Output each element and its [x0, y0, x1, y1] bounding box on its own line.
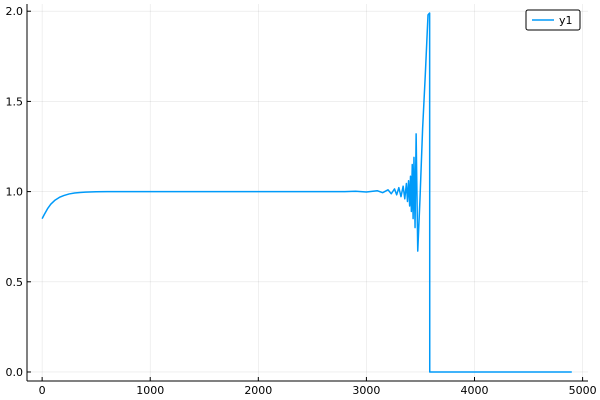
- y-tick-label: 1.5: [6, 95, 24, 108]
- x-tick-label: 3000: [352, 384, 380, 397]
- y-tick-label: 0.5: [6, 276, 24, 289]
- axes: [26, 4, 588, 382]
- y-tick-label: 0.0: [6, 366, 24, 379]
- legend: y1: [525, 9, 581, 31]
- x-tick-label: 1000: [136, 384, 164, 397]
- x-tick-label: 4000: [461, 384, 489, 397]
- legend-label-y1: y1: [559, 14, 573, 27]
- x-tick-label: 5000: [569, 384, 597, 397]
- grid: [27, 4, 588, 381]
- y-tick-label: 1.0: [6, 186, 24, 199]
- ticks: 0 1000 2000 3000 4000 5000 0.0 0.5 1.0 1.5 2.0: [6, 5, 597, 397]
- y-tick-label: 2.0: [6, 5, 24, 18]
- x-tick-label: 0: [39, 384, 46, 397]
- series-line-y1: [41, 12, 572, 373]
- series: [41, 12, 572, 373]
- x-tick-label: 2000: [244, 384, 272, 397]
